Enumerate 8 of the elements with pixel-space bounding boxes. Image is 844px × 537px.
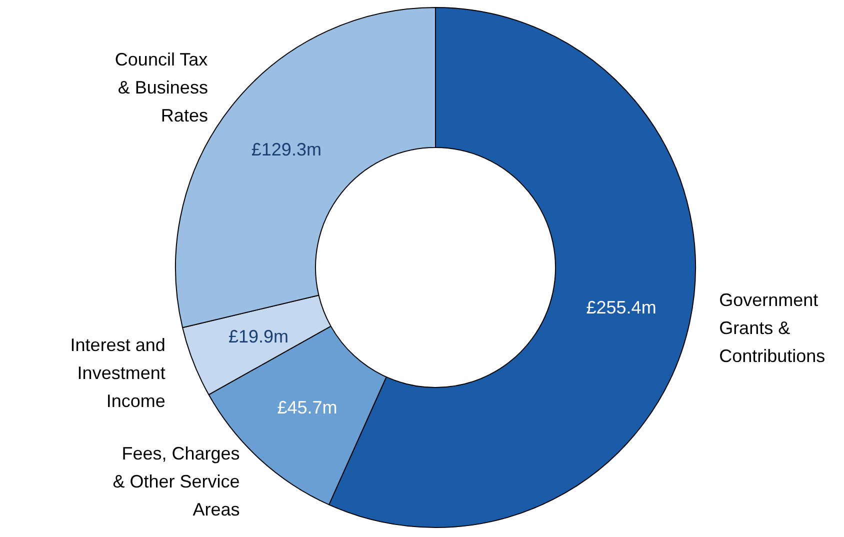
data-label: £129.3m <box>251 140 322 160</box>
slice-label: Interest and Investment Income <box>70 334 166 411</box>
slice-label: Fees, Charges & Other Service Areas <box>112 443 240 520</box>
slice-label: Government Grants & Contributions <box>719 290 826 366</box>
data-label: £45.7m <box>277 398 338 418</box>
data-label: £19.9m <box>228 326 289 347</box>
slice-label: Council Tax & Business Rates <box>114 50 208 126</box>
data-label: £255.4m <box>586 297 656 318</box>
